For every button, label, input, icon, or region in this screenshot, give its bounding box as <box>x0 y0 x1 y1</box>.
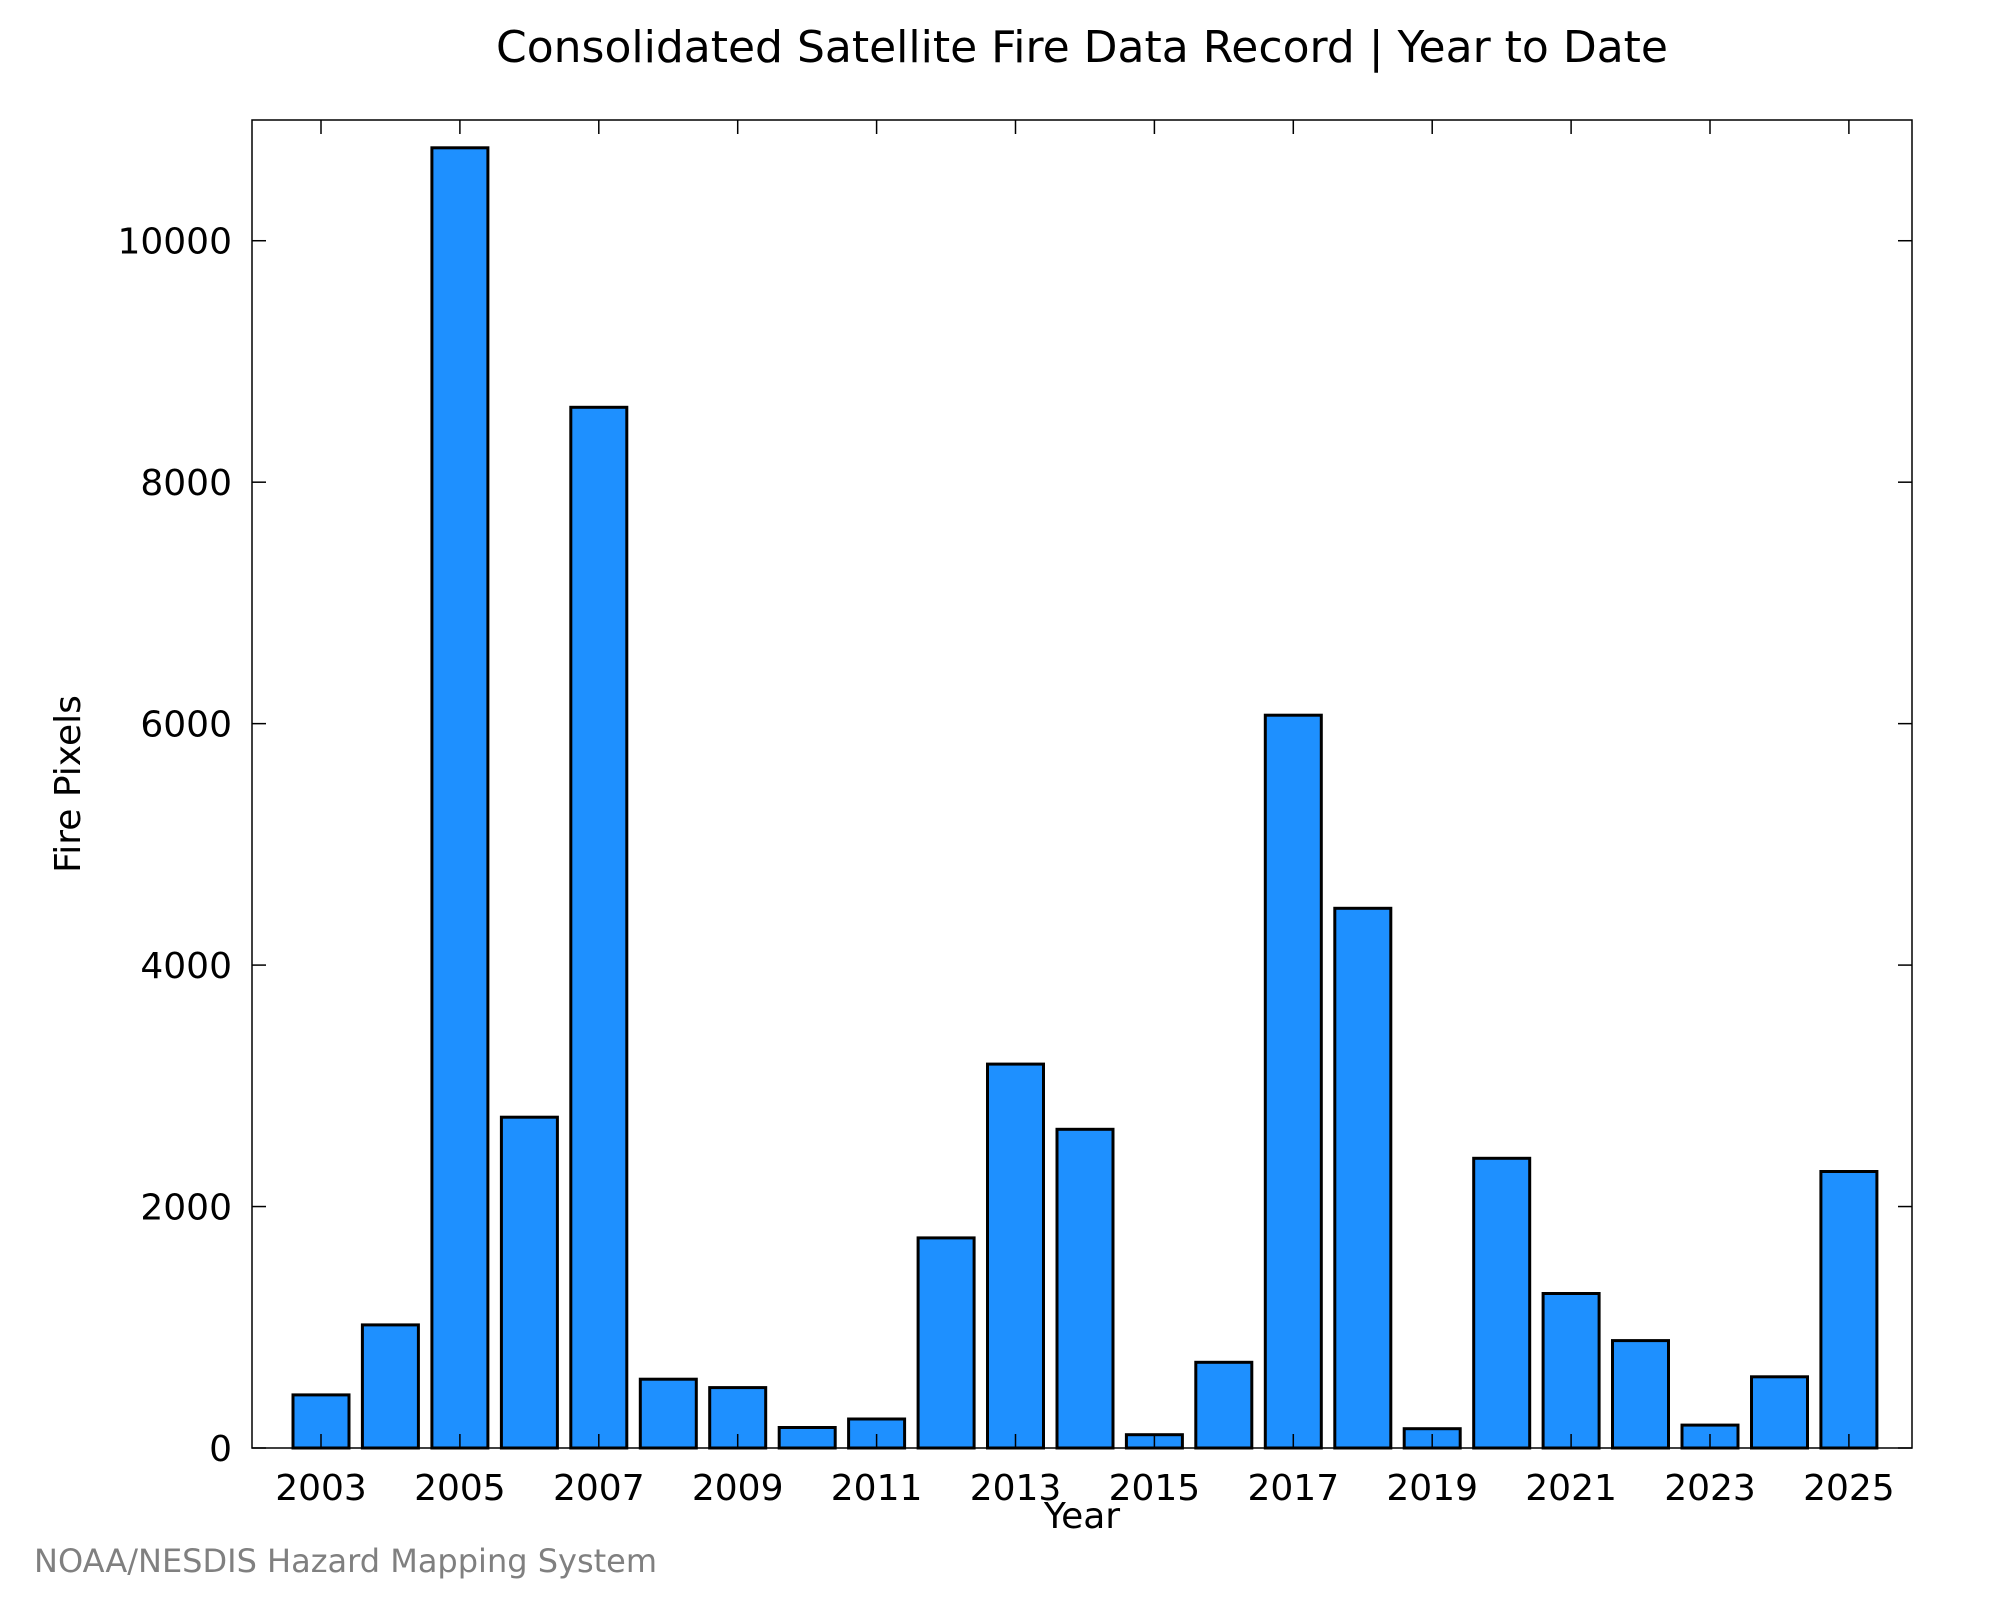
bar-2018 <box>1333 906 1393 1450</box>
y-tick-label: 10000 <box>117 222 232 263</box>
bar-2006 <box>499 1115 559 1450</box>
x-axis-ticks: 2003 2005 2007 2009 2011 2013 2015 2017 2019 2021… <box>275 120 1895 1509</box>
bar-2021 <box>1541 1292 1601 1450</box>
chart-title: Consolidated Satellite Fire Data Record … <box>496 22 1668 73</box>
bar-2005 <box>430 146 490 1450</box>
y-tick-label: 8000 <box>140 463 232 504</box>
bar-2010 <box>777 1426 837 1450</box>
x-tick-label: 2023 <box>1664 1468 1756 1509</box>
x-tick-label: 2009 <box>692 1468 784 1509</box>
y-tick-label: 0 <box>209 1429 232 1470</box>
y-tick-label: 4000 <box>140 946 232 987</box>
x-tick-label: 2011 <box>831 1468 923 1509</box>
x-tick-label: 2007 <box>553 1468 645 1509</box>
bar-2007 <box>569 405 629 1450</box>
y-tick-label: 6000 <box>140 705 232 746</box>
bar-2008 <box>638 1377 698 1450</box>
bar-2024 <box>1750 1375 1809 1450</box>
x-tick-label: 2019 <box>1386 1468 1478 1509</box>
x-tick-label: 2021 <box>1525 1468 1617 1509</box>
bar-2012 <box>916 1236 976 1450</box>
x-tick-label: 2025 <box>1803 1468 1895 1509</box>
credit-text: NOAA/NESDIS Hazard Mapping System <box>34 1542 657 1580</box>
bar-2025 <box>1819 1170 1879 1450</box>
bar-2016 <box>1194 1360 1254 1450</box>
y-axis-label: Fire Pixels <box>48 695 89 873</box>
x-tick-label: 2013 <box>970 1468 1062 1509</box>
x-tick-label: 2005 <box>414 1468 506 1509</box>
bar-2022 <box>1611 1339 1670 1450</box>
bar-group <box>291 146 1879 1450</box>
bar-2020 <box>1472 1156 1532 1450</box>
x-axis-label: Year <box>1043 1496 1120 1537</box>
bar-2017 <box>1263 713 1323 1450</box>
y-tick-label: 2000 <box>140 1188 232 1229</box>
y-axis-ticks: 0 2000 4000 6000 8000 10000 <box>117 222 1912 1470</box>
x-tick-label: 2015 <box>1109 1468 1201 1509</box>
bar-2013 <box>986 1062 1045 1450</box>
x-tick-label: 2003 <box>275 1468 367 1509</box>
x-tick-label: 2017 <box>1247 1468 1339 1509</box>
bar-2004 <box>360 1323 420 1450</box>
bar-2014 <box>1055 1127 1115 1450</box>
